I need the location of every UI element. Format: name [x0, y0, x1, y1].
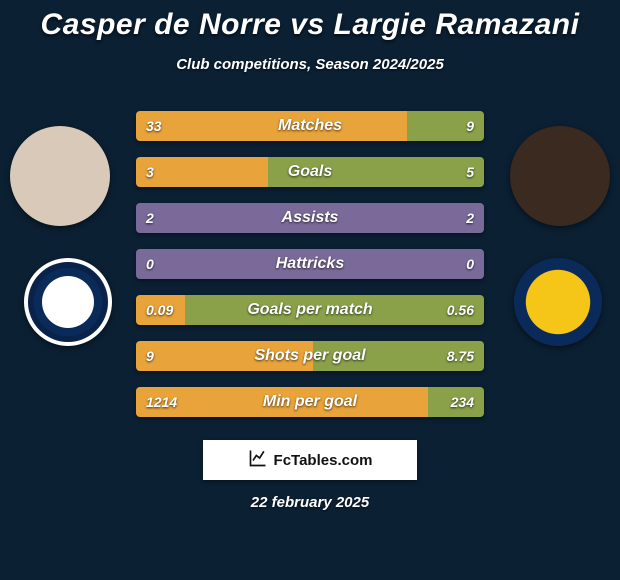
- stat-value-left: 0.09: [136, 295, 183, 325]
- site-name: FcTables.com: [274, 452, 373, 469]
- stat-row: 00Hattricks: [136, 249, 484, 279]
- stat-value-right: 234: [441, 387, 484, 417]
- page-title: Casper de Norre vs Largie Ramazani: [0, 0, 620, 42]
- stat-value-right: 2: [456, 203, 484, 233]
- stat-bars-container: 339Matches35Goals22Assists00Hattricks0.0…: [136, 111, 484, 433]
- stat-value-right: 8.75: [437, 341, 484, 371]
- stat-row: 35Goals: [136, 157, 484, 187]
- player-avatar-left: [10, 126, 110, 226]
- footer-date: 22 february 2025: [0, 494, 620, 511]
- player-avatar-right: [510, 126, 610, 226]
- stat-row: 339Matches: [136, 111, 484, 141]
- stat-value-left: 3: [136, 157, 164, 187]
- stat-value-right: 0: [456, 249, 484, 279]
- stat-value-right: 5: [456, 157, 484, 187]
- stat-row: 0.090.56Goals per match: [136, 295, 484, 325]
- stat-row: 22Assists: [136, 203, 484, 233]
- stat-value-left: 33: [136, 111, 172, 141]
- page-subtitle: Club competitions, Season 2024/2025: [0, 56, 620, 73]
- stat-value-left: 0: [136, 249, 164, 279]
- chart-icon: [248, 448, 268, 472]
- stat-bar-left: [136, 111, 407, 141]
- club-crest-left: [24, 258, 112, 346]
- site-badge: FcTables.com: [203, 440, 417, 480]
- stat-row: 98.75Shots per goal: [136, 341, 484, 371]
- stat-bar-right: [268, 157, 484, 187]
- stat-row: 1214234Min per goal: [136, 387, 484, 417]
- stat-value-left: 9: [136, 341, 164, 371]
- club-crest-right: [514, 258, 602, 346]
- stat-value-left: 1214: [136, 387, 187, 417]
- stat-value-left: 2: [136, 203, 164, 233]
- stat-value-right: 9: [456, 111, 484, 141]
- stat-value-right: 0.56: [437, 295, 484, 325]
